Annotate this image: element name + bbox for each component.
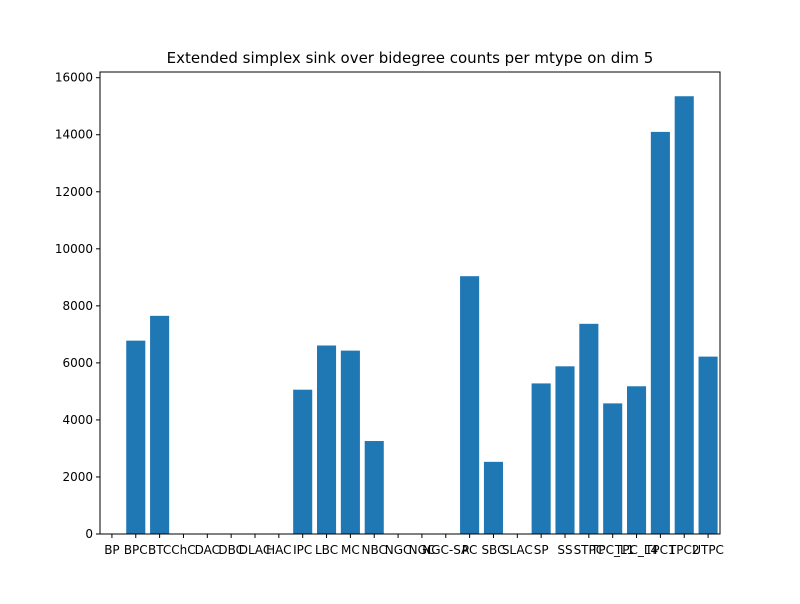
x-tick-label: MC [341, 543, 360, 557]
x-tick-label: SLAC [502, 543, 533, 557]
x-tick-label: BPC [124, 543, 148, 557]
x-tick-label: DAC [195, 543, 220, 557]
bar-bpc [126, 340, 146, 534]
y-tick-label: 8000 [62, 299, 93, 313]
bar-stpc [579, 323, 599, 534]
y-tick-label: 0 [85, 527, 93, 541]
bar-tpc2 [674, 96, 694, 535]
bar-ss [555, 366, 575, 534]
y-tick-label: 2000 [62, 470, 93, 484]
x-tick-label: NGC [385, 543, 412, 557]
bar-mc [340, 350, 360, 534]
y-tick-label: 12000 [55, 185, 93, 199]
y-tick-label: 16000 [55, 71, 93, 85]
bar-tpc1 [650, 131, 670, 534]
x-tick-label: SP [534, 543, 549, 557]
x-tick-label: BTC [148, 543, 171, 557]
bar-tpc-l4 [627, 386, 647, 534]
x-tick-label: NBC [362, 543, 387, 557]
x-tick-label: TPC_L1 [590, 543, 634, 557]
x-tick-label: LBC [315, 543, 338, 557]
x-tick-label: TPC2 [668, 543, 700, 557]
bar-nbc [364, 441, 384, 534]
y-tick-label: 14000 [55, 128, 93, 142]
x-tick-label: NGC [409, 543, 436, 557]
x-tick-label: ChC [171, 543, 195, 557]
bars-group [126, 96, 718, 535]
x-tick-label: PC [462, 543, 478, 557]
bar-tpc-l1 [603, 403, 623, 534]
bar-sp [531, 383, 551, 534]
x-tick-label: DBC [218, 543, 244, 557]
bar-utpc [698, 356, 718, 534]
y-tick-label: 6000 [62, 356, 93, 370]
chart-title: Extended simplex sink over bidegree coun… [167, 49, 654, 67]
x-tick-label: SBC [481, 543, 505, 557]
x-tick-label: UTPC [692, 543, 724, 557]
y-tick-label: 4000 [62, 413, 93, 427]
bar-ipc [293, 389, 313, 534]
x-tick-label: IPC [293, 543, 312, 557]
x-tick-label: BP [104, 543, 119, 557]
y-axis-ticks: 0 2000 4000 6000 8000 10000 12000 14000 16000 [55, 71, 100, 541]
x-tick-label: TPC_L4 [614, 543, 658, 557]
plot-frame [99, 71, 721, 535]
bar-lbc [317, 345, 337, 534]
x-tick-label: DLAC [239, 543, 272, 557]
bar-pc [460, 276, 480, 534]
x-tick-label: SS [557, 543, 572, 557]
x-tick-label: STPC [574, 543, 605, 557]
bar-sbc [483, 461, 503, 534]
x-tick-label: TPC1 [644, 543, 676, 557]
x-tick-label: HAC [266, 543, 291, 557]
x-tick-label: NGC-SA [422, 543, 470, 557]
bar-btc [150, 315, 170, 534]
y-tick-label: 10000 [55, 242, 93, 256]
